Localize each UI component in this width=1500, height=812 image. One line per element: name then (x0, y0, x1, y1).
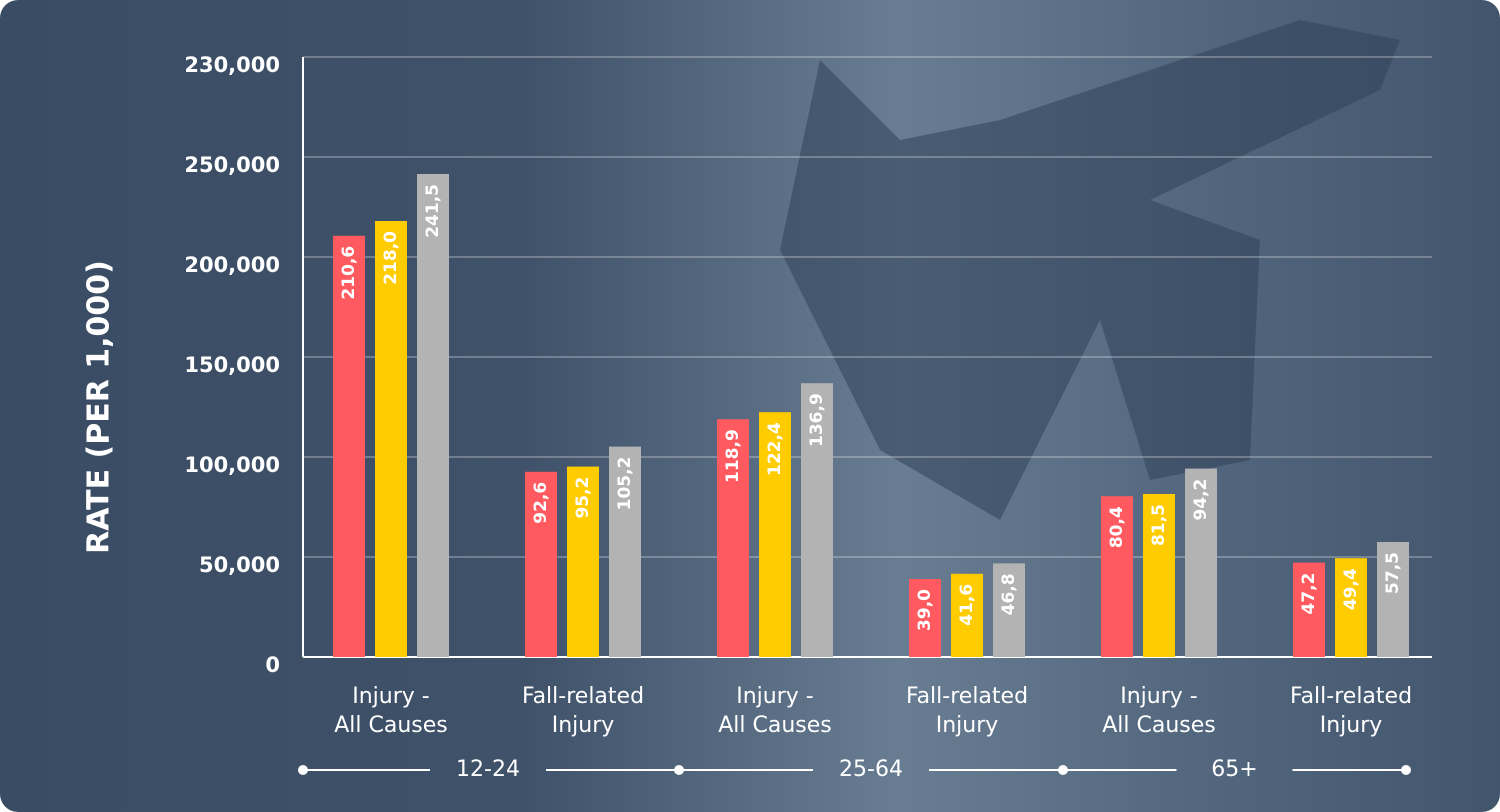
y-tick-label: 100,000 (184, 453, 280, 477)
photo-figure (780, 20, 1400, 520)
value-label: 241,5 (423, 184, 443, 238)
value-label: 81,5 (1149, 504, 1169, 546)
bar (951, 573, 983, 657)
bar (417, 174, 449, 657)
x-tick-label: Injury - (736, 684, 813, 709)
bar (609, 446, 641, 657)
bar (1293, 562, 1325, 657)
bar (333, 235, 365, 658)
value-label: 80,4 (1107, 506, 1127, 548)
x-tick-label: Injury (552, 713, 615, 738)
x-tick-label: All Causes (718, 713, 832, 738)
x-tick-label: All Causes (334, 713, 448, 738)
value-label: 118,9 (723, 429, 743, 483)
y-tick-label: 0 (265, 653, 280, 677)
value-label: 57,5 (1383, 552, 1403, 594)
y-tick-label: 230,000 (184, 53, 280, 77)
bar (993, 563, 1025, 657)
group-label: 25-64 (839, 757, 903, 782)
bar (525, 471, 557, 657)
y-tick-label: 250,000 (184, 153, 280, 177)
group-dot (1058, 765, 1068, 775)
value-label: 46,8 (999, 573, 1019, 615)
value-label: 105,2 (615, 457, 635, 511)
bar (1377, 542, 1409, 657)
bar (1101, 496, 1133, 657)
bar (717, 419, 749, 657)
bar (375, 221, 407, 657)
x-tick-label: Injury (1320, 713, 1383, 738)
value-label: 41,6 (957, 584, 977, 626)
value-label: 94,2 (1191, 479, 1211, 521)
x-tick-label: Fall-related (906, 684, 1028, 709)
bar (1143, 494, 1175, 657)
bar (801, 383, 833, 657)
x-tick-label: Fall-related (522, 684, 644, 709)
value-label: 210,6 (339, 246, 359, 300)
value-label: 218,0 (381, 231, 401, 285)
x-tick-label: Injury - (1120, 684, 1197, 709)
group-label: 12-24 (456, 757, 520, 782)
bar (909, 579, 941, 657)
value-label: 39,0 (915, 589, 935, 631)
bar (567, 466, 599, 657)
bar (1335, 558, 1367, 657)
value-label: 92,6 (531, 482, 551, 524)
y-axis-label: RATE (PER 1,000) (82, 260, 117, 554)
y-tick-label: 150,000 (184, 353, 280, 377)
value-label: 95,2 (573, 477, 593, 519)
group-dot (298, 765, 308, 775)
group-label: 65+ (1211, 757, 1257, 782)
bar (759, 412, 791, 657)
x-tick-label: Injury - (352, 684, 429, 709)
value-label: 49,4 (1341, 568, 1361, 610)
value-label: 136,9 (807, 393, 827, 447)
value-label: 122,4 (765, 422, 785, 476)
bar (1185, 468, 1217, 657)
x-tick-label: Injury (936, 713, 999, 738)
group-dot (1401, 765, 1411, 775)
x-tick-label: All Causes (1102, 713, 1216, 738)
x-tick-label: Fall-related (1290, 684, 1412, 709)
y-tick-label: 50,000 (199, 553, 280, 577)
y-tick-label: 200,000 (184, 253, 280, 277)
group-dot (674, 765, 684, 775)
value-label: 47,2 (1299, 573, 1319, 615)
